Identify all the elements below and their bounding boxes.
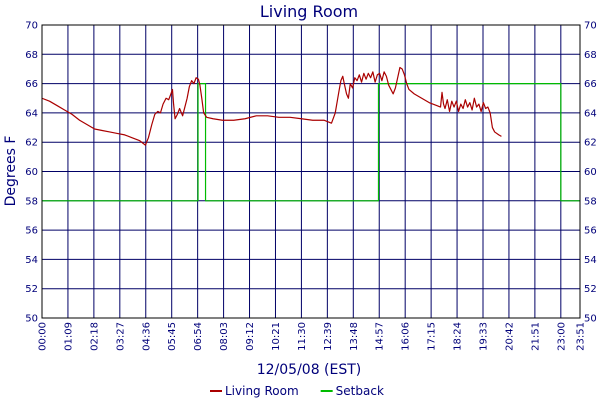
x-tick-label: 03:27: [115, 322, 126, 351]
x-tick-label: 21:51: [530, 322, 541, 351]
x-tick-label: 00:00: [38, 322, 49, 351]
x-tick-label: 12:39: [323, 322, 334, 351]
x-tick-label: 23:00: [556, 322, 567, 351]
plot-frame: [41, 24, 581, 319]
y-tick-label-left: 64: [25, 108, 38, 119]
series-line-living-room: [41, 66, 502, 146]
y-tick-labels-left: 50 52 54 56 58 60 62 64 66 68 70: [25, 21, 38, 325]
x-tick-label: 23:51: [576, 322, 587, 351]
y-tick-label-left: 50: [25, 314, 38, 325]
y-tick-label-right: 62: [584, 138, 597, 149]
x-tick-label: 02:18: [89, 322, 100, 351]
y-tick-label-right: 64: [584, 108, 597, 119]
x-axis-label: 12/05/08 (EST): [257, 362, 362, 378]
x-tick-label: 05:45: [167, 322, 178, 351]
y-tick-label-right: 60: [584, 167, 597, 178]
y-tick-labels-right: 50 52 54 56 58 60 62 64 66 68 70: [584, 21, 597, 325]
y-axis-label: Degrees F: [3, 136, 19, 207]
y-tick-label-left: 62: [25, 138, 38, 149]
series-line-setback: [42, 82, 580, 202]
series-lines: [41, 66, 580, 202]
x-tick-label: 08:03: [219, 322, 230, 351]
x-tick-label: 16:06: [401, 322, 412, 351]
x-tick-labels: 00:00 01:09 02:18 03:27 04:36 05:45 06:54 08:03…: [38, 322, 587, 351]
x-tick-label: 18:24: [453, 322, 464, 351]
y-tick-label-left: 68: [25, 50, 38, 61]
y-tick-label-left: 52: [25, 284, 38, 295]
x-tick-label: 01:09: [63, 322, 74, 351]
y-tick-label-left: 70: [25, 21, 38, 32]
x-tick-label: 13:48: [349, 322, 360, 351]
x-tick-label: 06:54: [193, 322, 204, 351]
y-tick-label-left: 56: [25, 226, 38, 237]
y-tick-label-left: 54: [25, 255, 38, 266]
y-tick-label-right: 50: [584, 314, 597, 325]
x-tick-label: 17:15: [427, 322, 438, 351]
y-tick-label-right: 58: [584, 196, 597, 207]
x-tick-label: 09:12: [245, 322, 256, 351]
x-tick-label: 11:30: [297, 322, 308, 351]
y-tick-label-left: 66: [25, 79, 38, 90]
legend: Living Room Setback: [210, 384, 384, 398]
x-tick-label: 14:57: [375, 322, 386, 351]
y-tick-label-left: 60: [25, 167, 38, 178]
y-tick-label-left: 58: [25, 196, 38, 207]
y-tick-label-right: 54: [584, 255, 597, 266]
x-tick-label: 10:21: [271, 322, 282, 351]
x-tick-label: 19:33: [479, 322, 490, 351]
x-tick-label: 04:36: [141, 322, 152, 351]
chart-title: Living Room: [260, 2, 358, 21]
y-tick-label-right: 66: [584, 79, 597, 90]
x-tick-label: 20:42: [504, 322, 515, 351]
y-tick-label-right: 68: [584, 50, 597, 61]
y-tick-label-right: 56: [584, 226, 597, 237]
legend-label: Living Room: [225, 384, 299, 398]
y-tick-label-right: 52: [584, 284, 597, 295]
legend-label: Setback: [336, 384, 384, 398]
grid-lines: [41, 24, 581, 319]
y-tick-label-right: 70: [584, 21, 597, 32]
